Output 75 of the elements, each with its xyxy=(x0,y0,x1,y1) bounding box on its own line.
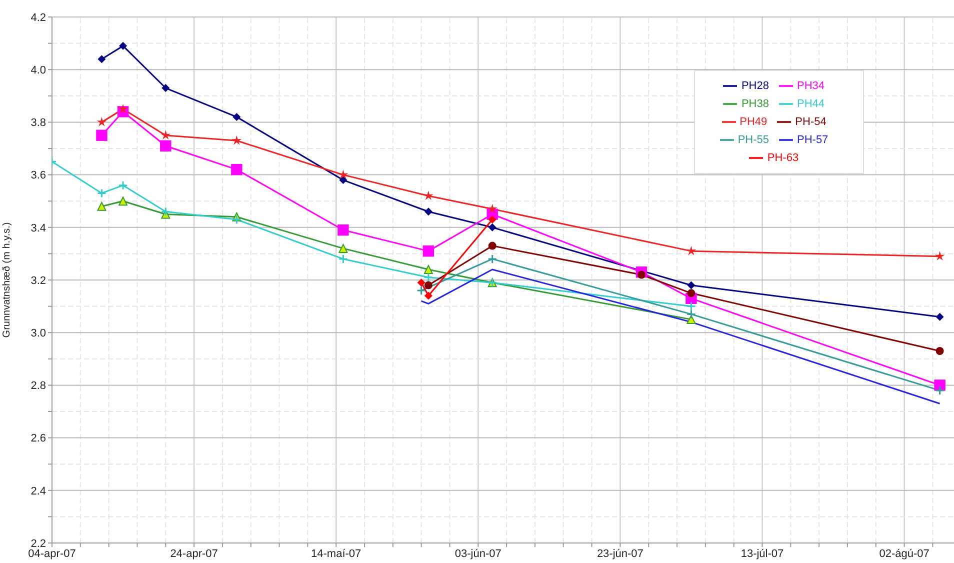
line-series xyxy=(420,268,941,404)
point xyxy=(936,312,944,321)
legend-label: PH-63 xyxy=(767,152,799,164)
y-tick-label: 2.6 xyxy=(30,432,46,445)
point xyxy=(686,302,696,312)
point xyxy=(118,180,128,190)
y-axis-title: Grunnvatnshæð (m h.y.s.) xyxy=(2,222,13,338)
point xyxy=(416,286,426,296)
point xyxy=(424,272,434,282)
x-tick-label: 23-jún-07 xyxy=(596,548,644,560)
x-tick-label: 13-júl-07 xyxy=(740,548,784,560)
legend-label: PH-57 xyxy=(797,134,828,146)
point xyxy=(160,140,172,152)
point xyxy=(232,112,241,121)
point xyxy=(338,170,348,180)
point xyxy=(488,223,496,232)
y-tick-label: 2.4 xyxy=(30,485,46,498)
y-tick-label: 2.8 xyxy=(30,380,46,392)
legend-label: PH44 xyxy=(797,98,825,110)
point xyxy=(417,278,426,287)
legend-label: PH-54 xyxy=(795,116,826,128)
point xyxy=(687,289,696,298)
y-tick-label: 3.6 xyxy=(30,170,46,182)
point xyxy=(934,251,945,261)
point xyxy=(686,246,696,256)
point xyxy=(424,208,432,216)
point xyxy=(160,206,170,216)
point xyxy=(96,117,107,126)
y-tick-label: 3.0 xyxy=(30,328,46,340)
point xyxy=(424,264,433,274)
y-tick-label: 2.2 xyxy=(30,538,46,550)
point xyxy=(96,130,108,141)
point xyxy=(422,245,434,257)
point xyxy=(686,314,696,324)
legend-label: PH38 xyxy=(741,98,769,110)
y-tick-label: 4.2 xyxy=(30,12,46,24)
point xyxy=(162,84,170,92)
point xyxy=(687,281,696,290)
y-tick-label: 3.4 xyxy=(30,222,46,234)
point xyxy=(338,244,348,253)
point xyxy=(339,176,348,184)
point xyxy=(936,347,944,356)
point xyxy=(424,281,432,290)
point xyxy=(338,224,349,236)
x-tick-label: 03-jún-07 xyxy=(454,548,502,560)
legend-label: PH34 xyxy=(797,80,825,92)
point xyxy=(488,216,496,224)
y-tick-label: 3.8 xyxy=(30,117,46,130)
point xyxy=(686,309,696,319)
x-tick-label: 02-ágú-07 xyxy=(879,548,930,560)
point xyxy=(935,386,945,396)
point xyxy=(424,292,432,300)
point xyxy=(98,55,106,64)
point xyxy=(338,254,348,264)
point xyxy=(118,104,128,114)
y-tick-label: 3.2 xyxy=(30,274,46,287)
point xyxy=(96,188,106,198)
x-tick-label: 24-apr-07 xyxy=(170,548,218,560)
point xyxy=(160,130,171,140)
point xyxy=(118,196,128,206)
point xyxy=(231,164,242,176)
legend-label: PH-55 xyxy=(738,134,769,146)
point xyxy=(232,135,242,145)
point xyxy=(119,42,128,50)
point xyxy=(232,214,242,224)
x-tick-label: 14-maí-07 xyxy=(311,548,362,560)
point xyxy=(423,190,434,200)
legend-label: PH49 xyxy=(740,116,768,128)
point xyxy=(488,254,498,264)
point xyxy=(97,202,106,211)
point xyxy=(488,242,496,250)
legend-label: PH28 xyxy=(741,80,769,92)
point xyxy=(487,204,498,214)
y-tick-label: 4.0 xyxy=(30,64,46,77)
x-tick-label: 04-apr-07 xyxy=(28,548,76,560)
